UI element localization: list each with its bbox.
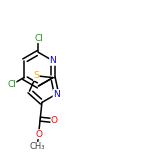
Text: Cl: Cl (7, 80, 16, 89)
Text: Cl: Cl (34, 34, 43, 43)
Text: S: S (33, 71, 39, 80)
Text: CH₃: CH₃ (29, 142, 45, 151)
Text: O: O (51, 116, 58, 125)
Text: N: N (50, 56, 56, 65)
Text: N: N (53, 90, 60, 98)
Text: O: O (35, 130, 42, 139)
